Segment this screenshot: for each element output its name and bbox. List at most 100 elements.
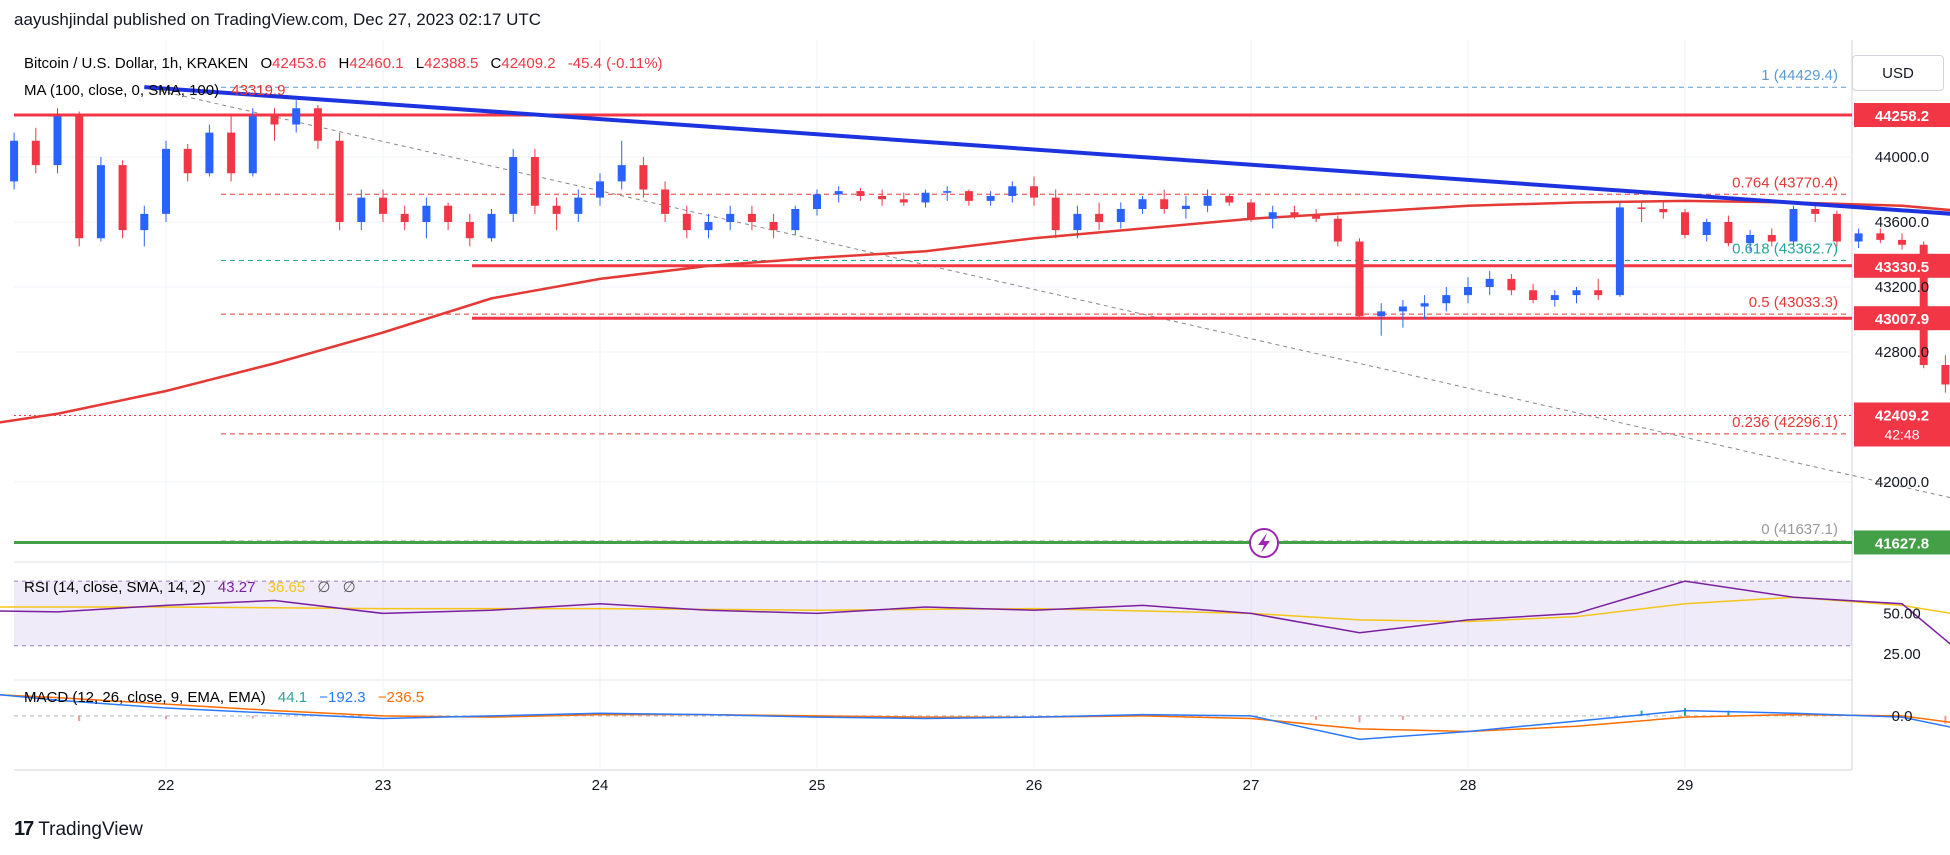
candle-body [1789,209,1798,242]
candle-body [1420,303,1429,307]
x-tick-label: 22 [158,777,175,794]
candle-body [574,197,583,214]
macd-legend-label: MACD (12, 26, close, 9, EMA, EMA) [24,689,266,706]
candle-body [1529,290,1538,300]
candle-body [335,140,344,222]
macd-legend-hist: −236.5 [378,689,424,706]
candle-body [1008,186,1017,196]
candle-body [118,165,127,231]
candle-body [292,108,301,125]
rsi-legend-label: RSI (14, close, SMA, 14, 2) [24,579,206,596]
resistance-2-badge [1854,253,1950,278]
fib-level-label: 0 (41637.1) [1761,521,1838,538]
candle-body [682,213,691,231]
candle-body [1355,241,1364,317]
candle-body [1225,196,1234,203]
candle-body [1550,295,1559,300]
fib-level-label: 0.236 (42296.1) [1732,414,1838,431]
currency-selector[interactable]: USD [1852,55,1944,91]
rsi-tick-label: 50.00 [1883,605,1921,622]
tradingview-logo[interactable]: 17 TradingView [14,818,143,841]
x-tick-label: 25 [809,777,826,794]
candle-body [1203,196,1212,206]
candle-body [183,148,192,174]
last-price-label: 42409.2 [1875,408,1929,425]
macd-histogram-bar [1684,708,1686,716]
ma-legend-value: 43319.9 [231,82,285,99]
resistance-1-badge [1854,103,1950,128]
macd-signal-line [0,694,1950,733]
candle-body [1377,311,1386,317]
fib-level-label: 0.764 (43770.4) [1732,174,1838,191]
candle-body [964,191,973,201]
candle-body [834,191,843,195]
macd-histogram-bar [1944,715,1947,724]
resistance-2-badge-label: 43330.5 [1875,259,1929,276]
candle-body [248,116,257,174]
last-price-badge [1854,402,1950,447]
candle-body [444,205,453,222]
candle-body [75,116,84,239]
candle-body [1051,197,1060,231]
resistance-1-badge-label: 44258.2 [1875,108,1929,125]
candle-body [813,194,821,209]
ma100-line [0,199,1950,424]
y-tick-label: 43600.0 [1875,214,1929,231]
rsi-band [14,581,1852,646]
candle-body [704,222,713,231]
candle-body [1919,244,1928,365]
candle-body [1702,222,1711,235]
high-label: H [339,55,350,72]
candle-body [465,222,474,239]
candle-body [1767,235,1776,242]
candle-body [769,222,778,231]
rsi-legend-ma: 36.65 [268,579,306,596]
candle-body [747,213,756,222]
candle-body [10,140,19,182]
macd-histogram-bar [1315,715,1318,720]
candle-body [1138,199,1147,209]
candle-body [400,213,409,222]
candle-body [1290,212,1299,216]
y-tick-label: 43200.0 [1875,279,1929,296]
candle-body [96,165,105,239]
macd-histogram-bar [165,715,167,720]
macd-histogram-bar [1401,715,1404,720]
rsi-line [0,580,1950,645]
candle-body [1398,306,1407,312]
candle-body [1854,233,1863,242]
macd-tick-label: 0.0 [1892,708,1913,725]
close-label: C [491,55,502,72]
candle-body [596,181,604,198]
close-value: 42409.2 [501,55,555,72]
candle-body [1746,235,1755,244]
candle-body [1594,290,1603,296]
candle-body [1681,212,1689,235]
candle-body [1073,213,1082,231]
candle-body [31,140,40,166]
candle-body [1268,212,1277,219]
x-tick-label: 23 [375,777,392,794]
candle-body [1572,290,1581,296]
high-value: 42460.1 [349,55,403,72]
candle-body [205,132,214,174]
candle-body [53,116,62,166]
symbol-label: Bitcoin / U.S. Dollar, 1h, KRAKEN [24,55,248,72]
candle-body [487,213,496,239]
candle-body [1941,365,1950,385]
y-tick-label: 42000.0 [1875,474,1929,491]
candle-body [726,213,735,222]
candle-body [617,165,626,182]
candle-body [313,108,322,141]
x-tick-label: 24 [592,777,609,794]
bearish-trend-line [144,85,1950,216]
candle-body [162,148,170,214]
macd-histogram-bar [78,715,81,722]
rsi-legend: RSI (14, close, SMA, 14, 2) 43.27 36.65 … [24,579,356,596]
candle-body [1333,218,1342,242]
low-label: L [416,55,424,72]
lightning-icon[interactable] [1249,528,1279,558]
candle-body [552,205,561,214]
resistance-3-badge [1854,306,1950,331]
